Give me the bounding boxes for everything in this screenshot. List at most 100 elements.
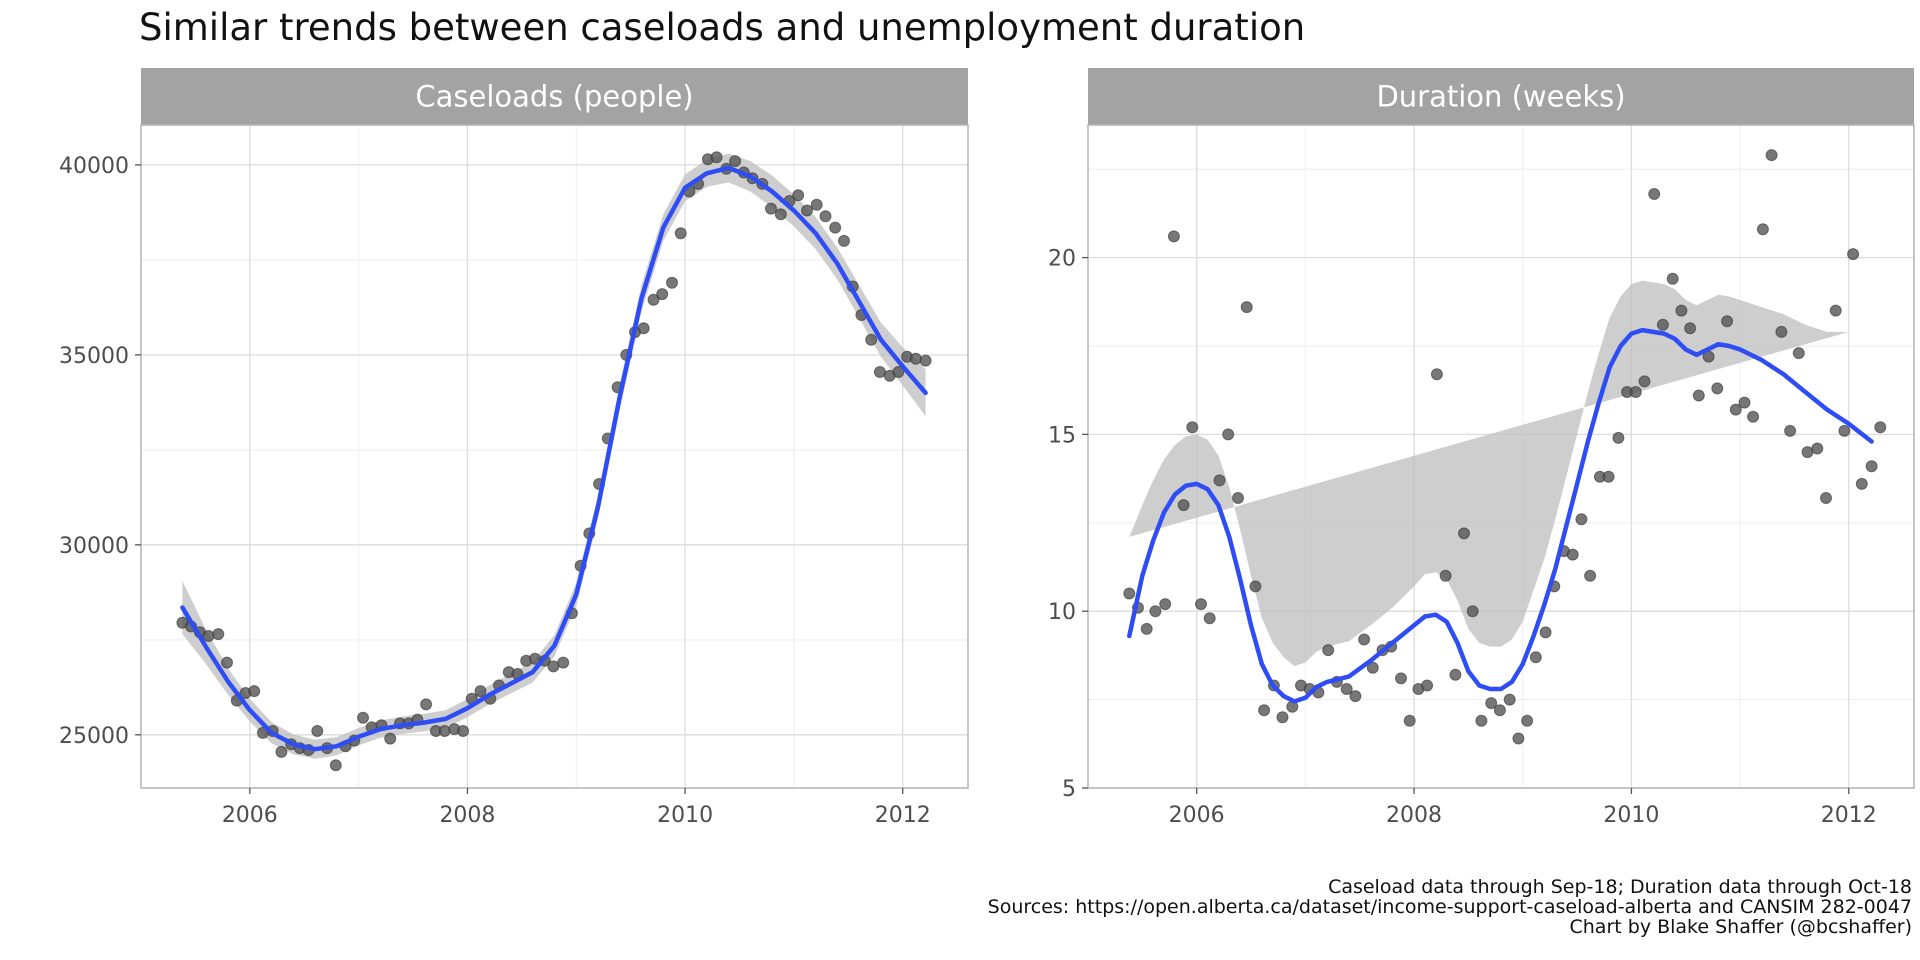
x-tick-label: 2012 xyxy=(875,803,931,828)
data-point xyxy=(248,685,261,698)
data-point xyxy=(1738,396,1751,409)
data-point xyxy=(1855,477,1868,490)
data-point xyxy=(666,276,678,289)
data-point xyxy=(1729,403,1742,416)
data-point xyxy=(729,155,742,168)
confidence-ribbon xyxy=(1129,280,1849,666)
data-point xyxy=(1366,661,1379,674)
data-point xyxy=(1159,598,1172,611)
data-point xyxy=(357,711,369,724)
data-point xyxy=(1123,587,1136,600)
data-point xyxy=(1756,223,1769,236)
data-point xyxy=(1195,598,1207,611)
data-point xyxy=(774,208,787,221)
data-point xyxy=(1784,424,1797,437)
x-tick-label: 2010 xyxy=(1603,803,1659,828)
data-point xyxy=(384,732,397,745)
data-point xyxy=(865,333,878,346)
x-tick-label: 2006 xyxy=(222,803,278,828)
data-point xyxy=(1240,301,1253,314)
data-point xyxy=(1167,230,1180,243)
data-point xyxy=(1820,492,1832,504)
x-tick-label: 2006 xyxy=(1169,803,1225,828)
data-point xyxy=(1638,375,1651,388)
data-point xyxy=(275,745,288,758)
data-point xyxy=(1466,605,1479,618)
panel-border xyxy=(140,124,969,789)
panel-border xyxy=(1087,124,1915,789)
caption-sources: Sources: https://open.alberta.ca/dataset… xyxy=(987,896,1912,918)
y-tick-label: 30000 xyxy=(59,534,129,559)
y-tick-label: 15 xyxy=(1048,423,1076,448)
data-point xyxy=(710,151,723,164)
data-point xyxy=(1684,322,1697,335)
x-tick-label: 2008 xyxy=(439,803,495,828)
data-point xyxy=(1421,679,1434,692)
data-point xyxy=(1322,644,1335,657)
data-point xyxy=(1149,605,1162,618)
facet-label: Duration (weeks) xyxy=(1376,80,1625,114)
confidence-ribbon xyxy=(182,153,926,759)
data-point xyxy=(1340,683,1353,695)
data-point xyxy=(1584,569,1597,582)
y-tick-label: 10 xyxy=(1048,600,1076,625)
data-point xyxy=(1675,304,1688,317)
data-point xyxy=(1493,704,1506,717)
data-point xyxy=(1177,499,1190,512)
data-point xyxy=(420,698,433,711)
data-point xyxy=(1629,386,1642,398)
data-point xyxy=(1666,272,1679,285)
data-point xyxy=(212,628,225,641)
y-tick-label: 20 xyxy=(1048,247,1076,272)
data-point xyxy=(1874,421,1887,434)
facet-header-1 xyxy=(141,68,968,125)
data-point xyxy=(1349,690,1362,703)
data-point xyxy=(1711,382,1724,395)
data-point xyxy=(656,288,669,301)
data-point xyxy=(829,221,842,234)
data-point xyxy=(765,202,777,215)
data-point xyxy=(557,656,570,669)
chart-title: Similar trends between caseloads and une… xyxy=(139,6,1306,49)
data-point xyxy=(457,725,470,737)
data-point xyxy=(1222,428,1235,441)
data-point xyxy=(1648,188,1661,200)
data-point xyxy=(1865,460,1878,473)
data-point xyxy=(1249,580,1262,593)
facet-label: Caseloads (people) xyxy=(415,80,693,114)
data-point xyxy=(801,204,813,217)
data-point xyxy=(1258,704,1271,717)
data-point xyxy=(1829,304,1842,317)
data-point xyxy=(1395,672,1407,685)
x-tick-label: 2008 xyxy=(1386,803,1442,828)
data-point xyxy=(1276,711,1289,724)
data-point xyxy=(1838,424,1851,437)
data-point xyxy=(1485,697,1498,710)
data-point xyxy=(892,366,905,378)
data-point xyxy=(792,189,805,202)
data-point xyxy=(1775,325,1788,338)
smooth-line xyxy=(180,165,928,752)
data-point xyxy=(1765,149,1778,162)
data-point xyxy=(838,234,850,247)
data-point xyxy=(1847,248,1860,261)
data-point xyxy=(1203,612,1216,625)
data-point xyxy=(1439,569,1452,582)
data-point xyxy=(1503,693,1516,706)
data-point xyxy=(1566,548,1579,561)
data-point xyxy=(1358,633,1371,646)
data-point xyxy=(1575,513,1588,526)
data-point xyxy=(1747,410,1760,423)
caption-credit: Chart by Blake Shaffer (@bcshaffer) xyxy=(1569,916,1913,938)
data-point xyxy=(202,630,215,642)
data-point xyxy=(1529,651,1542,664)
y-tick-label: 25000 xyxy=(59,724,129,749)
data-point xyxy=(1430,368,1443,381)
data-point xyxy=(311,725,324,737)
data-point xyxy=(1692,389,1705,402)
data-point xyxy=(221,656,233,669)
data-point xyxy=(1602,470,1615,483)
data-point xyxy=(438,725,451,737)
data-point xyxy=(1475,714,1488,727)
